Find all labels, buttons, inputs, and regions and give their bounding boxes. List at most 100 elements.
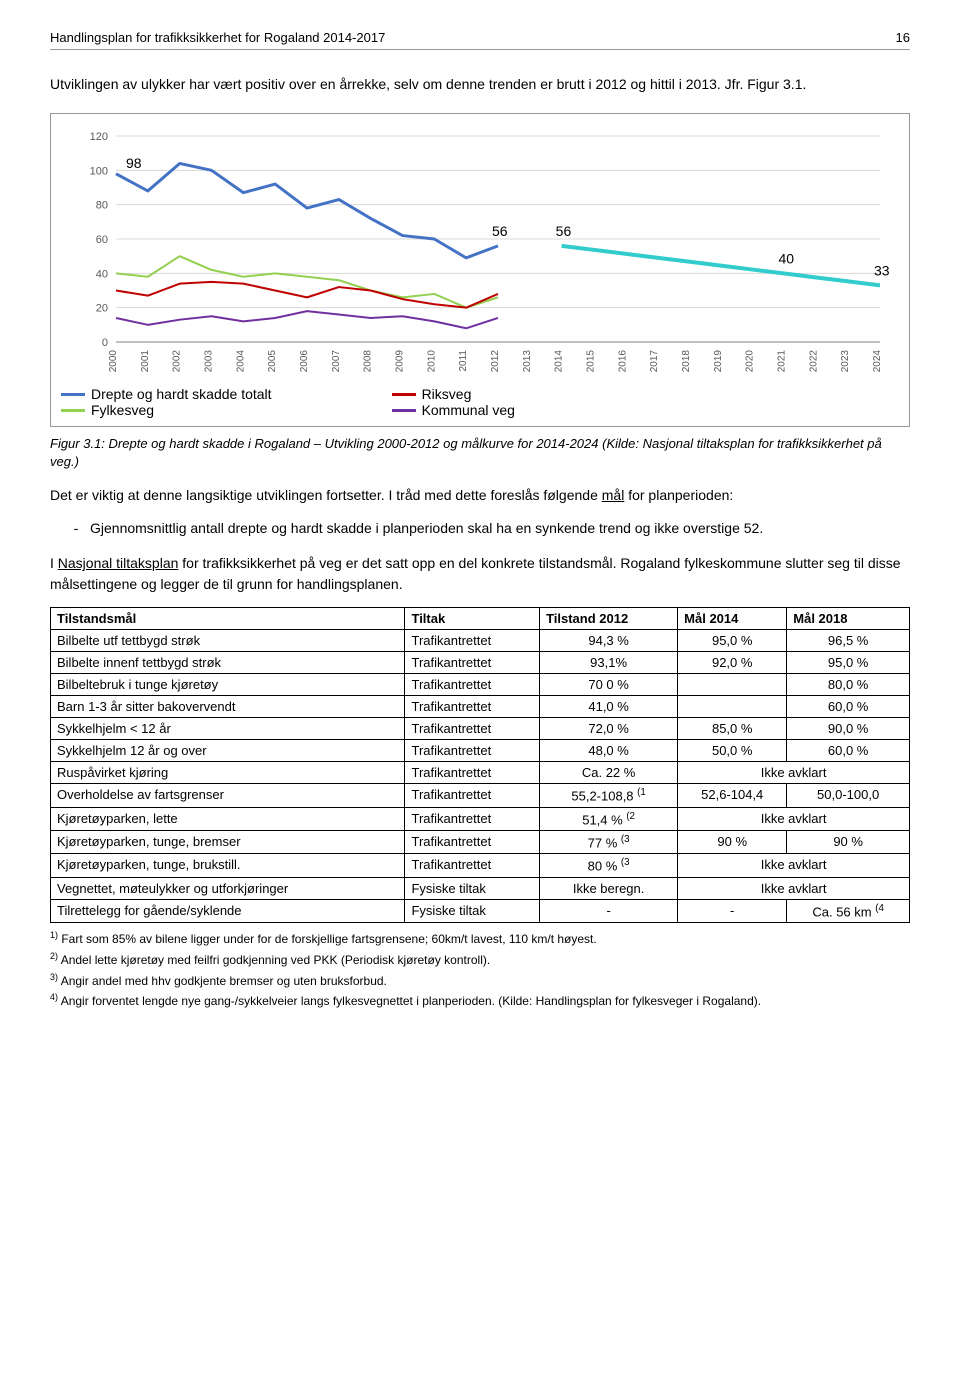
para2-b: for trafikksikkerhet på veg er det satt …	[50, 555, 901, 592]
svg-text:80: 80	[96, 200, 108, 212]
svg-text:2006: 2006	[299, 350, 310, 373]
table-header-cell: Tilstand 2012	[540, 608, 678, 630]
table-row: Bilbelte innenf tettbygd strøkTrafikantr…	[51, 652, 910, 674]
svg-text:2010: 2010	[426, 350, 437, 373]
para1-b: for planperioden:	[624, 487, 733, 503]
table-cell: 95,0 %	[787, 652, 910, 674]
table-cell: Trafikantrettet	[405, 740, 540, 762]
para1-a: Det er viktig at denne langsiktige utvik…	[50, 487, 602, 503]
chart-container: 0204060801001202000200120022003200420052…	[50, 113, 910, 427]
table-cell: 96,5 %	[787, 630, 910, 652]
svg-text:98: 98	[126, 155, 142, 171]
table-cell: 60,0 %	[787, 740, 910, 762]
legend-swatch-kommunal	[392, 409, 416, 412]
table-header-cell: Tiltak	[405, 608, 540, 630]
para2-a: I	[50, 555, 58, 571]
svg-text:2003: 2003	[204, 350, 215, 373]
legend-label-totalt: Drepte og hardt skadde totalt	[91, 386, 272, 402]
table-cell: Trafikantrettet	[405, 807, 540, 830]
svg-text:2015: 2015	[586, 350, 597, 373]
svg-text:2023: 2023	[840, 350, 851, 373]
goal-list: Gjennomsnittlig antall drepte og hardt s…	[50, 518, 910, 539]
table-cell: Trafikantrettet	[405, 831, 540, 854]
svg-text:56: 56	[556, 223, 572, 239]
table-cell: 80,0 %	[787, 674, 910, 696]
para2-underline: Nasjonal tiltaksplan	[58, 555, 179, 571]
svg-text:33: 33	[874, 262, 890, 278]
svg-text:100: 100	[90, 165, 108, 177]
table-cell: 92,0 %	[678, 652, 787, 674]
table-header-cell: Mål 2018	[787, 608, 910, 630]
table-cell: Ca. 56 km (4	[787, 899, 910, 922]
figure-caption: Figur 3.1: Drepte og hardt skadde i Roga…	[50, 435, 910, 471]
table-cell: 93,1%	[540, 652, 678, 674]
header-page-number: 16	[896, 30, 910, 45]
svg-text:2007: 2007	[331, 350, 342, 373]
table-cell: Ikke avklart	[678, 854, 910, 877]
table-row: Bilbelte utf tettbygd strøkTrafikantrett…	[51, 630, 910, 652]
table-cell: 70 0 %	[540, 674, 678, 696]
table-row: Kjøretøyparken, tunge, bremserTrafikantr…	[51, 831, 910, 854]
legend-label-fylkesveg: Fylkesveg	[91, 402, 154, 418]
svg-text:2012: 2012	[490, 350, 501, 373]
table-cell: Overholdelse av fartsgrenser	[51, 784, 405, 807]
svg-text:2019: 2019	[713, 350, 724, 373]
table-cell: Trafikantrettet	[405, 652, 540, 674]
page-header: Handlingsplan for trafikksikkerhet for R…	[50, 30, 910, 50]
footnotes: 1) Fart som 85% av bilene ligger under f…	[50, 929, 910, 1010]
svg-text:2004: 2004	[235, 350, 246, 373]
svg-text:0: 0	[102, 337, 108, 349]
table-cell: 90 %	[787, 831, 910, 854]
svg-text:2000: 2000	[108, 350, 119, 373]
table-head: TilstandsmålTiltakTilstand 2012Mål 2014M…	[51, 608, 910, 630]
table-cell: 77 % (3	[540, 831, 678, 854]
legend-label-kommunal: Kommunal veg	[422, 402, 515, 418]
legend-kommunal: Kommunal veg	[392, 402, 515, 418]
table-header-row: TilstandsmålTiltakTilstand 2012Mål 2014M…	[51, 608, 910, 630]
table-cell: Fysiske tiltak	[405, 877, 540, 899]
table-row: Ruspåvirket kjøringTrafikantrettetCa. 22…	[51, 762, 910, 784]
legend-label-riksveg: Riksveg	[422, 386, 472, 402]
table-cell: Trafikantrettet	[405, 630, 540, 652]
table-header-cell: Mål 2014	[678, 608, 787, 630]
table-cell: 95,0 %	[678, 630, 787, 652]
svg-text:20: 20	[96, 303, 108, 315]
table-row: Sykkelhjelm 12 år og overTrafikantrettet…	[51, 740, 910, 762]
svg-text:2005: 2005	[267, 350, 278, 373]
header-title: Handlingsplan for trafikksikkerhet for R…	[50, 30, 385, 45]
legend-swatch-fylkesveg	[61, 409, 85, 412]
svg-text:2011: 2011	[458, 350, 469, 372]
table-cell: Ruspåvirket kjøring	[51, 762, 405, 784]
table-cell: Vegnettet, møteulykker og utforkjøringer	[51, 877, 405, 899]
table-header-cell: Tilstandsmål	[51, 608, 405, 630]
table-cell: Ca. 22 %	[540, 762, 678, 784]
table-cell: 50,0 %	[678, 740, 787, 762]
chart-legend: Drepte og hardt skadde totalt Fylkesveg …	[61, 386, 899, 418]
svg-text:120: 120	[90, 131, 108, 143]
targets-table: TilstandsmålTiltakTilstand 2012Mål 2014M…	[50, 607, 910, 923]
table-cell: Bilbelte utf tettbygd strøk	[51, 630, 405, 652]
svg-text:2024: 2024	[872, 350, 883, 373]
table-cell: 60,0 %	[787, 696, 910, 718]
table-cell: Trafikantrettet	[405, 718, 540, 740]
table-cell	[678, 696, 787, 718]
legend-swatch-riksveg	[392, 393, 416, 396]
svg-text:2021: 2021	[777, 350, 788, 373]
svg-text:60: 60	[96, 234, 108, 246]
svg-text:56: 56	[492, 223, 508, 239]
chart-svg: 0204060801001202000200120022003200420052…	[61, 126, 899, 386]
table-cell: Ikke avklart	[678, 807, 910, 830]
table-cell: 94,3 %	[540, 630, 678, 652]
table-row: Kjøretøyparken, letteTrafikantrettet51,4…	[51, 807, 910, 830]
footnote: 4) Angir forventet lengde nye gang-/sykk…	[50, 991, 910, 1010]
table-cell: 55,2-108,8 (1	[540, 784, 678, 807]
table-cell: Bilbelte innenf tettbygd strøk	[51, 652, 405, 674]
svg-text:2022: 2022	[808, 350, 819, 373]
table-cell: Trafikantrettet	[405, 854, 540, 877]
table-cell: -	[540, 899, 678, 922]
legend-swatch-totalt	[61, 393, 85, 396]
table-row: Kjøretøyparken, tunge, brukstill.Trafika…	[51, 854, 910, 877]
legend-fylkesveg: Fylkesveg	[61, 402, 272, 418]
table-cell: Trafikantrettet	[405, 762, 540, 784]
table-cell: Ikke avklart	[678, 762, 910, 784]
